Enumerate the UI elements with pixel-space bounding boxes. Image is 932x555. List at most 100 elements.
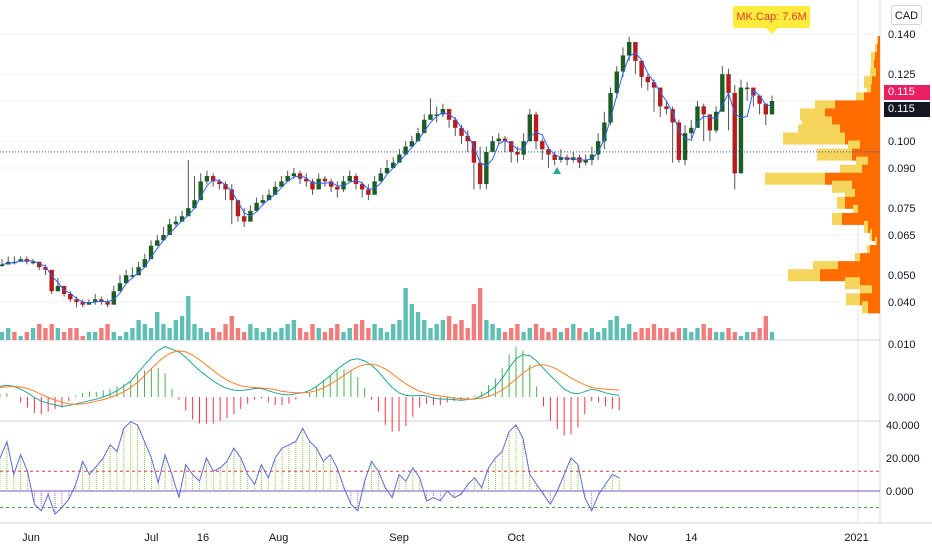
volume-bar	[577, 328, 582, 340]
volume-bar	[459, 320, 464, 340]
profile-bar-primary	[875, 52, 880, 65]
price-tick-label: 0.100	[888, 136, 916, 148]
profile-bar-secondary	[765, 172, 825, 185]
candle-body	[273, 186, 278, 195]
volume-bar	[167, 328, 172, 340]
candle-body	[384, 168, 390, 174]
profile-bar-secondary	[864, 220, 868, 233]
osc-tick-label: 20.000	[886, 453, 920, 465]
candle-body	[633, 42, 638, 61]
candle-body	[720, 74, 725, 112]
volume-bar	[682, 328, 688, 340]
candle-body	[595, 141, 601, 155]
volume-bar	[589, 328, 595, 340]
profile-bar-secondary	[788, 269, 820, 282]
candle-body	[316, 178, 321, 190]
candle-body	[440, 109, 446, 115]
candle-body	[639, 60, 644, 77]
volume-bar	[490, 324, 495, 340]
volume-bar	[508, 328, 514, 340]
volume-bar	[328, 328, 334, 340]
candle-body	[155, 240, 160, 246]
candle-body	[235, 200, 241, 217]
volume-bar	[428, 328, 433, 340]
price-tick-label: 0.090	[888, 163, 916, 175]
candle-body	[515, 151, 520, 155]
volume-bar	[571, 324, 576, 340]
volume-bar	[285, 324, 290, 340]
candle-body	[608, 92, 613, 123]
oscillator-line	[0, 421, 620, 516]
volume-bar	[192, 324, 197, 340]
candle-body	[508, 141, 514, 152]
volume-bar	[12, 332, 17, 340]
candle-body	[701, 106, 706, 115]
volume-bars	[0, 288, 775, 340]
candle-body	[664, 106, 669, 110]
volume-bar	[471, 304, 477, 340]
volume-bar	[465, 328, 470, 340]
volume-bar	[173, 320, 179, 340]
volume-bar	[0, 332, 5, 340]
candle-body	[111, 291, 116, 305]
volume-bar	[74, 328, 79, 340]
volume-bar	[322, 332, 328, 340]
volume-bar	[757, 328, 762, 340]
candle-body	[328, 181, 334, 187]
profile-bar-primary	[871, 84, 880, 97]
candle-body	[521, 141, 526, 155]
volume-bar	[614, 316, 619, 340]
candle-body	[651, 82, 657, 88]
volume-bar	[633, 332, 638, 340]
volume-bar	[533, 324, 539, 340]
currency-button[interactable]: CAD	[891, 5, 922, 25]
candle-body	[43, 267, 48, 270]
volume-bar	[372, 324, 377, 340]
volume-bar	[68, 328, 73, 340]
volume-bar	[353, 324, 359, 340]
volume-bar	[720, 332, 725, 340]
candle-body	[291, 173, 297, 177]
candle-body	[223, 184, 228, 190]
volume-bar	[602, 328, 607, 340]
volume-bar	[55, 328, 61, 340]
candle-body	[689, 127, 694, 134]
candle-body	[55, 285, 61, 292]
candle-body	[229, 189, 234, 201]
macd-tick-label: 0.010	[888, 339, 916, 351]
profile-bar-secondary	[870, 229, 872, 241]
volume-bar	[148, 328, 154, 340]
price-tick-label: 0.040	[888, 297, 916, 309]
volume-bar	[304, 332, 309, 340]
volume-bar	[24, 332, 30, 340]
candle-body	[130, 275, 135, 277]
volume-bar	[608, 320, 613, 340]
volume-bar	[335, 324, 340, 340]
time-tick-label: Oct	[507, 532, 524, 544]
time-tick-label: 16	[197, 532, 209, 544]
volume-bar	[155, 312, 160, 340]
volume-bar	[626, 324, 632, 340]
volume-bar	[6, 328, 11, 340]
time-tick-label: Jun	[22, 532, 40, 544]
profile-bar-primary	[872, 229, 880, 241]
profile-bar-primary	[868, 301, 880, 314]
volume-bar	[595, 332, 601, 340]
candle-body	[626, 42, 632, 56]
volume-bar	[384, 332, 390, 340]
candle-body	[167, 224, 172, 235]
signal-line	[0, 350, 620, 405]
volume-bar	[409, 304, 415, 340]
candle-body	[92, 299, 98, 302]
candle-body	[186, 208, 191, 217]
candle-body	[210, 176, 216, 182]
profile-bar-secondary	[877, 36, 878, 49]
volume-bar	[564, 328, 570, 340]
candle-body	[620, 55, 626, 72]
candle-body	[285, 176, 290, 182]
volume-bar	[695, 328, 700, 340]
candle-body	[428, 114, 433, 120]
candle-body	[415, 133, 421, 142]
